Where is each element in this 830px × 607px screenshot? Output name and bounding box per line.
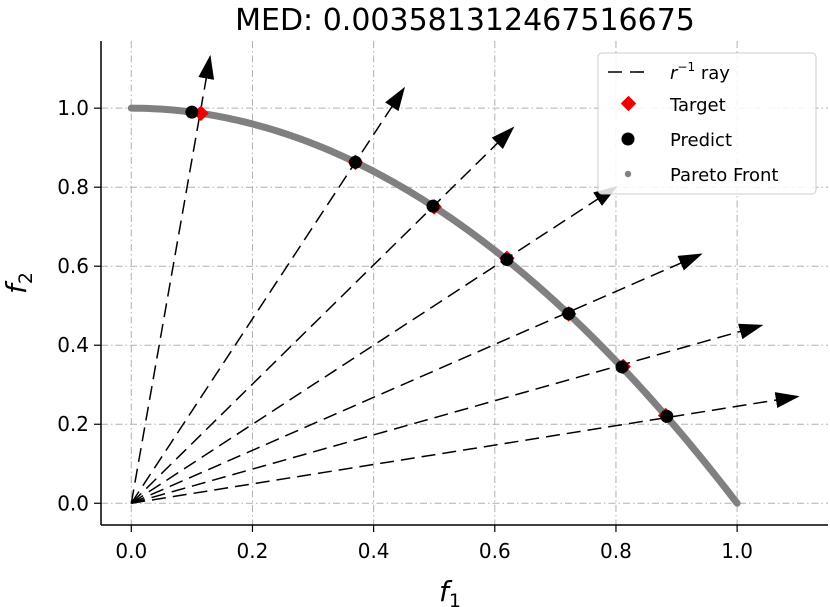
y-tick-label: 0.8: [57, 175, 89, 199]
y-tick-label: 0.2: [57, 412, 89, 436]
x-tick-label: 0.4: [358, 539, 390, 563]
legend-pareto-label: Pareto Front: [670, 165, 778, 186]
legend: r−1 ray Target Predict Pareto Front: [597, 52, 817, 195]
predict-point: [562, 307, 576, 321]
legend-pareto-swatch: [624, 170, 632, 178]
ray-line: [131, 392, 800, 505]
ray-line: [130, 253, 703, 504]
x-tick-label: 0.8: [600, 539, 632, 563]
x-tick-label: 0.6: [479, 539, 511, 563]
predict-point: [615, 360, 629, 374]
grid: [101, 41, 828, 525]
x-tick-label: 1.0: [721, 539, 753, 563]
y-tick-label: 0.6: [57, 254, 89, 278]
legend-target-label: Target: [669, 95, 726, 116]
ray-line: [131, 323, 764, 504]
predict-point: [348, 155, 362, 169]
predict-point: [660, 409, 674, 423]
ray-line: [130, 126, 515, 504]
y-axis-label: f2: [0, 272, 37, 294]
y-tick-label: 1.0: [57, 96, 89, 120]
ray-group: [130, 54, 800, 505]
predict-group: [185, 105, 674, 423]
x-ticks: 0.0 0.2 0.4 0.6 0.8 1.0: [115, 525, 753, 563]
chart-title: MED: 0.0035813124675166​75: [235, 3, 695, 38]
y-ticks: 0.0 0.2 0.4 0.6 0.8 1.0: [57, 96, 101, 515]
legend-predict-swatch: [621, 132, 635, 146]
x-axis-label: f1: [439, 575, 461, 607]
ray-line: [130, 86, 406, 504]
legend-predict-label: Predict: [670, 130, 732, 151]
x-tick-label: 0.0: [115, 539, 147, 563]
legend-ray-label: r−1 ray: [670, 60, 730, 84]
y-tick-label: 0.0: [57, 491, 89, 515]
legend-box: [597, 52, 817, 195]
x-tick-label: 0.2: [237, 539, 269, 563]
predict-point: [185, 105, 199, 119]
y-tick-label: 0.4: [57, 333, 89, 357]
predict-point: [500, 252, 514, 266]
ray-line: [130, 54, 215, 504]
predict-point: [426, 199, 440, 213]
ray-line: [130, 186, 618, 504]
